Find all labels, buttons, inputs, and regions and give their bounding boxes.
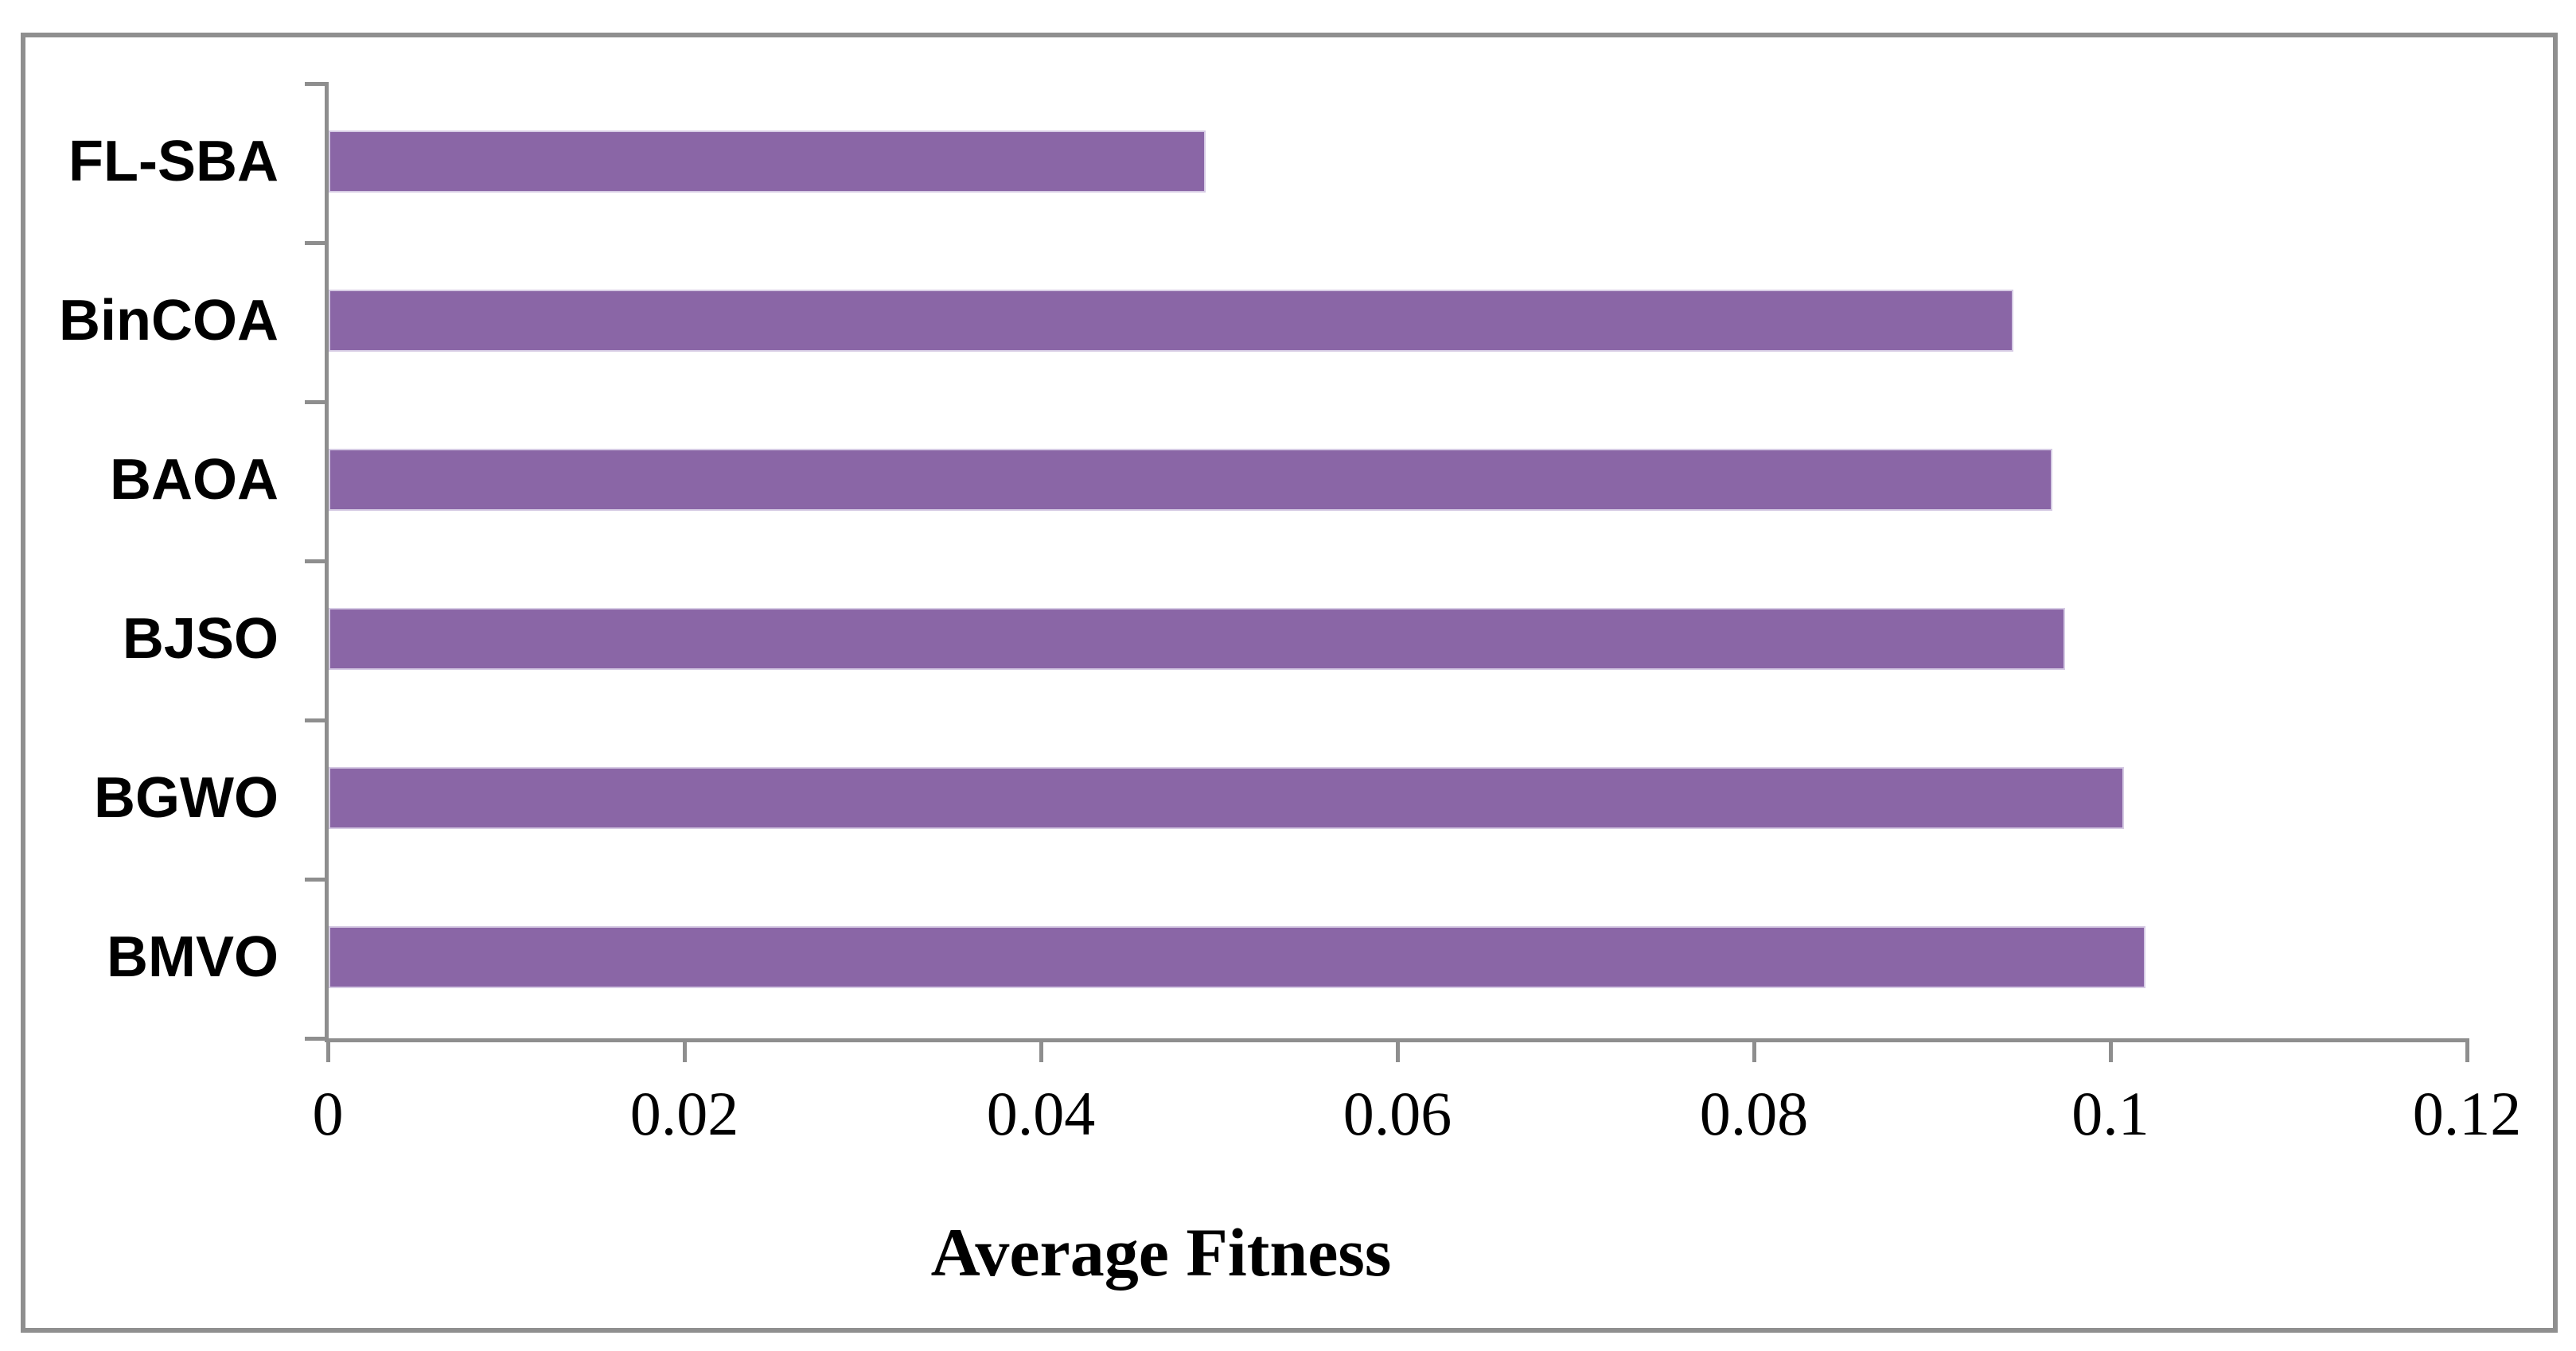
- x-axis-tick: [326, 1041, 330, 1062]
- category-label-bincoa: BinCOA: [59, 289, 279, 352]
- category-label-bjso: BJSO: [122, 607, 279, 671]
- y-axis-tick: [305, 400, 326, 404]
- x-axis-tick-label: 0.06: [1343, 1079, 1452, 1148]
- y-axis-tick: [305, 718, 326, 722]
- x-axis-tick-label: 0.12: [2412, 1079, 2522, 1148]
- y-axis-line: [325, 82, 329, 1042]
- chart-frame: [21, 33, 2558, 1333]
- x-axis-tick: [1039, 1041, 1043, 1062]
- x-axis-tick-label: 0.08: [1699, 1079, 1809, 1148]
- x-axis-tick-label: 0.02: [629, 1079, 739, 1148]
- y-axis-tick: [305, 82, 326, 86]
- category-label-bgwo: BGWO: [94, 766, 279, 830]
- x-axis-tick-label: 0: [312, 1079, 344, 1148]
- category-label-baoa: BAOA: [110, 448, 279, 512]
- y-axis-tick: [305, 1037, 326, 1041]
- x-axis-tick: [2109, 1041, 2113, 1062]
- bar-fl-sba: [329, 130, 1206, 193]
- x-axis-tick: [1396, 1041, 1400, 1062]
- y-axis-tick: [305, 559, 326, 563]
- x-axis-tick-label: 0.1: [2071, 1079, 2149, 1148]
- y-axis-tick: [305, 878, 326, 882]
- x-axis-tick: [683, 1041, 687, 1062]
- bar-bjso: [329, 608, 2065, 670]
- bar-bgwo: [329, 767, 2124, 829]
- x-axis-title: Average Fitness: [930, 1214, 1392, 1291]
- y-axis-tick: [305, 241, 326, 245]
- bar-bmvo: [329, 926, 2145, 988]
- x-axis-line: [325, 1038, 2469, 1042]
- x-axis-tick: [1752, 1041, 1756, 1062]
- bar-bincoa: [329, 290, 2013, 352]
- category-label-bmvo: BMVO: [107, 925, 279, 989]
- x-axis-tick-label: 0.04: [986, 1079, 1096, 1148]
- bar-baoa: [329, 449, 2052, 511]
- x-axis-tick: [2465, 1041, 2469, 1062]
- category-label-fl-sba: FL-SBA: [68, 130, 279, 193]
